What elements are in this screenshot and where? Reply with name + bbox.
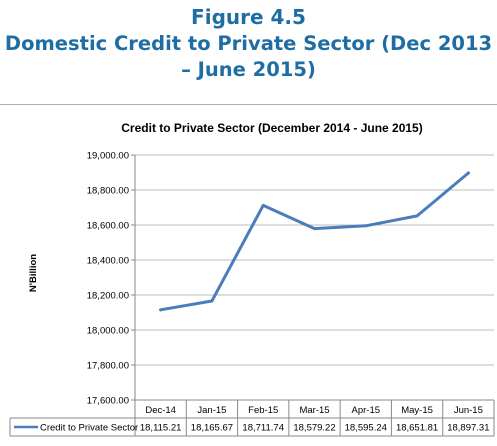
figure-heading: Figure 4.5 Domestic Credit to Private Se… — [0, 4, 497, 83]
x-tick-label: Feb-15 — [248, 405, 278, 416]
x-tick-label: Dec-14 — [145, 405, 176, 416]
y-tick-label: 18,000.00 — [87, 326, 129, 337]
y-tick-label: 17,800.00 — [87, 361, 129, 372]
data-point — [159, 308, 163, 312]
gridlines — [131, 154, 494, 401]
chart-title: Credit to Private Sector (December 2014 … — [121, 121, 422, 135]
series-group — [159, 171, 470, 312]
table-value: 18,711.74 — [242, 423, 284, 434]
y-tick-labels: 17,600.00 17,800.00 18,000.00 18,200.00 18,4… — [87, 151, 129, 407]
y-axis-label: N'Billion — [28, 254, 39, 292]
y-tick-label: 19,000.00 — [87, 151, 129, 162]
data-point — [261, 203, 265, 207]
data-point — [364, 224, 368, 228]
legend-label: Credit to Private Sector — [40, 423, 138, 434]
x-tick-label: Mar-15 — [299, 405, 329, 416]
data-point — [210, 299, 214, 303]
data-table: Dec-14 Jan-15 Feb-15 Mar-15 Apr-15 May-15 Jun-… — [9, 399, 495, 437]
table-value: 18,115.21 — [140, 423, 182, 434]
data-point — [466, 171, 470, 175]
table-value: 18,897.31 — [447, 423, 489, 434]
table-value: 18,651.81 — [396, 423, 438, 434]
y-tick-label: 18,200.00 — [87, 291, 129, 302]
table-value: 18,595.24 — [345, 423, 387, 434]
line-chart: Credit to Private Sector (December 2014 … — [9, 121, 495, 437]
table-value: 18,579.22 — [293, 423, 335, 434]
data-point — [313, 227, 316, 231]
series-line — [159, 171, 470, 312]
y-tick-label: 18,600.00 — [87, 221, 129, 232]
figure-title: Domestic Credit to Private Sector (Dec 2… — [4, 32, 493, 81]
table-value: 18,165.67 — [191, 423, 233, 434]
x-tick-label: May-15 — [401, 405, 433, 416]
x-tick-label: Apr-15 — [352, 405, 381, 416]
y-tick-label: 18,400.00 — [87, 256, 129, 267]
x-tick-label: Jun-15 — [454, 405, 483, 416]
x-tick-label: Jan-15 — [197, 405, 226, 416]
y-tick-label: 17,600.00 — [87, 396, 129, 407]
figure-number: Figure 4.5 — [191, 5, 306, 29]
y-tick-label: 18,800.00 — [87, 186, 129, 197]
data-point — [415, 214, 419, 218]
divider-line — [0, 104, 497, 105]
